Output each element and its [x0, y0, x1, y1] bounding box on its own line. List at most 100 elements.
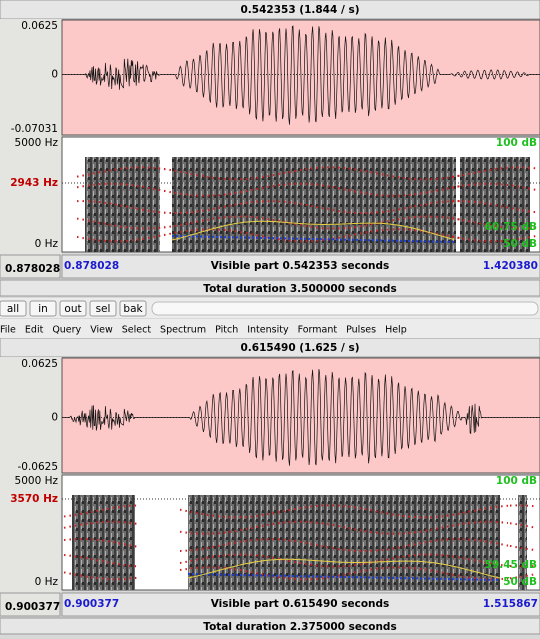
spectrogram: [460, 157, 530, 252]
formant-track: [179, 566, 509, 581]
menu-item[interactable]: Formant: [298, 325, 338, 336]
spectrogram: [518, 495, 527, 590]
formant-track: [163, 166, 465, 181]
zoom-button[interactable]: bak: [119, 300, 147, 317]
window-start: 0.878028: [64, 260, 119, 272]
pitch-track: [171, 235, 455, 243]
wave-min: -0.0625: [17, 461, 58, 473]
button-label[interactable]: sel: [96, 303, 111, 315]
zoom-button[interactable]: sel: [89, 300, 117, 317]
window-end: 1.515867: [483, 598, 538, 610]
visible-part-bar: [61, 592, 540, 617]
intensity-track: [171, 220, 455, 241]
db-top: 100 dB: [496, 137, 537, 149]
button-frame: [0, 300, 27, 317]
button-label[interactable]: in: [38, 303, 48, 315]
freq-bottom: 0 Hz: [35, 576, 59, 588]
header-bar: [0, 0, 540, 20]
window-start: 0.900377: [64, 598, 119, 610]
formant-track: [509, 565, 535, 568]
db-value: 60.75 dB: [485, 221, 537, 233]
freq-cursor: 3570 Hz: [10, 493, 58, 505]
visible-part[interactable]: Visible part 0.615490 seconds: [211, 598, 390, 610]
menu-item[interactable]: Pulses: [346, 325, 376, 336]
db-value: 59.45 dB: [485, 559, 537, 571]
formant-track: [509, 522, 535, 529]
total-duration-bar: [0, 617, 540, 635]
wave-max: 0.0625: [21, 20, 58, 32]
button-label[interactable]: bak: [123, 303, 143, 315]
formant-track: [509, 504, 535, 508]
total-duration[interactable]: Total duration 2.375000 seconds: [203, 621, 396, 633]
menu-item[interactable]: Intensity: [247, 325, 289, 336]
button-label[interactable]: out: [64, 303, 81, 315]
formant-track: [163, 215, 465, 230]
wave-max: 0.0625: [21, 358, 58, 370]
formant-track: [76, 217, 166, 230]
waveform: [62, 25, 540, 125]
menu-bar: [0, 319, 540, 338]
button-frame: [89, 300, 117, 317]
menu-item[interactable]: Help: [385, 325, 407, 336]
cursor-time: 0.878028: [5, 263, 60, 275]
button-frame: [119, 300, 147, 317]
formant-track: [76, 233, 166, 243]
formant-track: [163, 182, 465, 197]
formant-track: [76, 166, 166, 178]
zoom-button[interactable]: out: [59, 300, 87, 317]
formant-track: [179, 538, 509, 552]
axis-column: [0, 357, 62, 593]
formant-track: [509, 573, 535, 580]
freq-cursor: 2943 Hz: [10, 177, 58, 189]
formant-track: [509, 544, 535, 551]
waveform: [62, 369, 540, 466]
total-duration[interactable]: Total duration 3.500000 seconds: [203, 283, 396, 295]
formant-track: [63, 571, 141, 581]
menu-item[interactable]: Spectrum: [160, 325, 206, 336]
menu-item[interactable]: Query: [52, 325, 81, 336]
wave-zero: 0: [51, 69, 58, 81]
formant-track: [179, 553, 509, 568]
formant-track: [76, 182, 166, 193]
formant-track: [179, 520, 509, 535]
freq-top: 5000 Hz: [15, 475, 59, 487]
formant-track: [163, 200, 465, 214]
menu-item[interactable]: Select: [122, 325, 152, 336]
cursor-time-box: [0, 592, 61, 617]
db-bottom: 50 dB: [503, 576, 537, 588]
visible-part-bar: [61, 254, 540, 279]
db-bottom: 50 dB: [503, 238, 537, 250]
formant-track: [63, 554, 141, 568]
menu-item[interactable]: File: [0, 325, 16, 336]
button-frame: [29, 300, 57, 317]
wave-min: -0.07031: [11, 123, 58, 135]
menu-item[interactable]: View: [90, 325, 113, 336]
cursor-time: 0.900377: [5, 601, 60, 613]
wave-zero: 0: [51, 412, 58, 424]
visible-part[interactable]: Visible part 0.542353 seconds: [211, 260, 390, 272]
scrollbar[interactable]: [151, 301, 539, 316]
button-label[interactable]: all: [7, 303, 19, 315]
menu-item[interactable]: Pitch: [215, 325, 238, 336]
cursor-time-box: [0, 254, 61, 279]
total-duration-bar: [0, 279, 540, 297]
button-frame: [59, 300, 87, 317]
formant-track: [163, 228, 465, 243]
pitch-track: [187, 573, 501, 581]
zoom-button[interactable]: all: [0, 300, 27, 317]
spectrogram: [85, 157, 160, 252]
menu-item[interactable]: Edit: [25, 325, 44, 336]
selection-duration: 0.542353 (1.844 / s): [241, 4, 360, 16]
formant-track: [77, 200, 166, 214]
formant-track: [179, 504, 509, 519]
freq-bottom: 0 Hz: [35, 238, 59, 250]
axis-column: [0, 19, 62, 255]
intensity-track: [187, 558, 501, 579]
zoom-button[interactable]: in: [29, 300, 57, 317]
freq-top: 5000 Hz: [15, 137, 59, 149]
formant-track: [63, 504, 141, 518]
window-end: 1.420380: [483, 260, 538, 272]
spectrogram: [172, 157, 456, 252]
selection-duration: 0.615490 (1.625 / s): [241, 342, 360, 354]
